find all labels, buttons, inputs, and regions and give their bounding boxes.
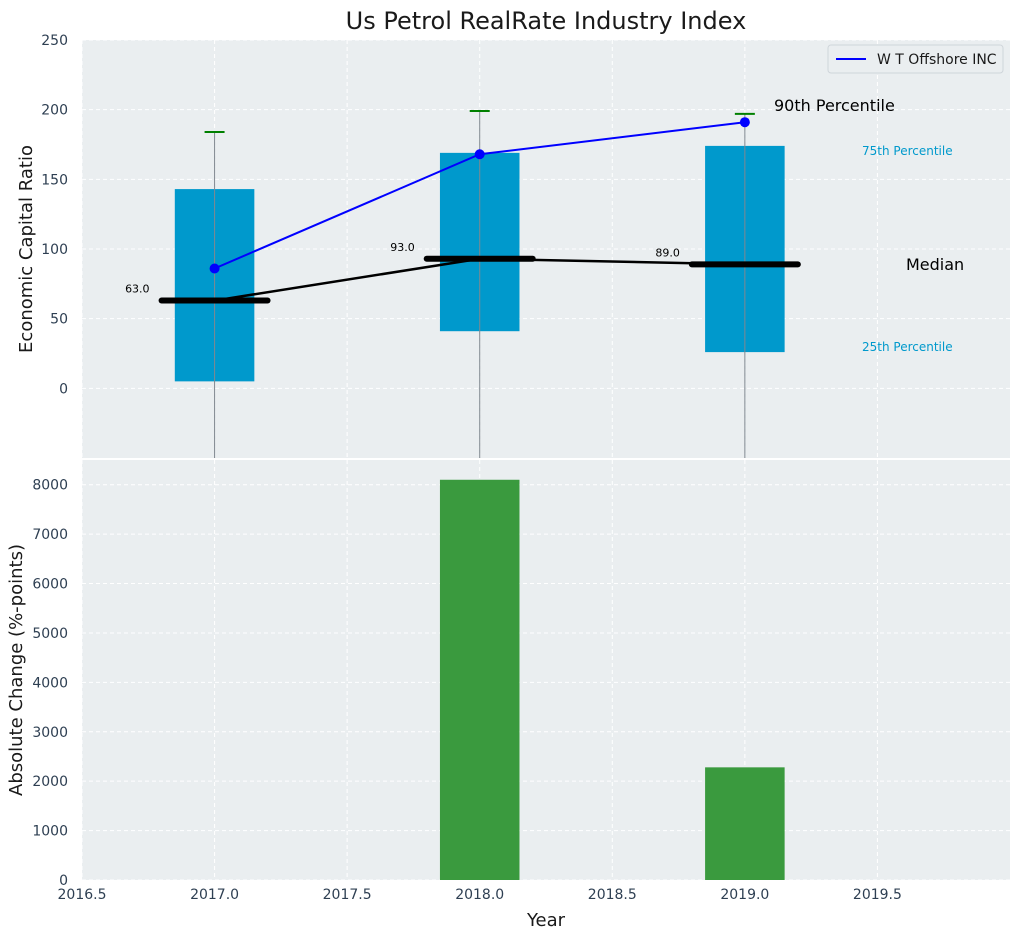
bottom-y-tick-label: 1000 bbox=[32, 824, 68, 840]
absolute-change-bar bbox=[439, 479, 520, 880]
x-tick-label: 2019.5 bbox=[853, 887, 902, 903]
annotation-25th-percentile: 25th Percentile bbox=[862, 340, 953, 354]
bottom-y-tick-label: 6000 bbox=[32, 577, 68, 593]
annotation-90th-percentile: 90th Percentile bbox=[774, 96, 895, 115]
series-point bbox=[209, 263, 220, 274]
bottom-y-tick-label: 3000 bbox=[32, 725, 68, 741]
top-y-tick-label: 100 bbox=[41, 242, 68, 258]
top-y-tick-label: 150 bbox=[41, 172, 68, 188]
annotation-75th-percentile: 75th Percentile bbox=[862, 144, 953, 158]
x-tick-label: 2016.5 bbox=[58, 887, 107, 903]
bottom-y-tick-label: 2000 bbox=[32, 774, 68, 790]
x-tick-label: 2018.5 bbox=[588, 887, 637, 903]
bottom-y-tick-label: 7000 bbox=[32, 527, 68, 543]
top-y-tick-label: 200 bbox=[41, 103, 68, 119]
median-value-label: 63.0 bbox=[125, 283, 150, 296]
median-value-label: 93.0 bbox=[390, 241, 415, 254]
top-y-tick-label: 50 bbox=[50, 312, 68, 328]
top-y-tick-label: 250 bbox=[41, 33, 68, 49]
series-point bbox=[739, 117, 750, 128]
x-tick-label: 2018.0 bbox=[455, 887, 504, 903]
bottom-plot-background bbox=[82, 460, 1010, 880]
x-tick-label: 2019.0 bbox=[720, 887, 769, 903]
bottom-y-tick-label: 4000 bbox=[32, 675, 68, 691]
bottom-y-tick-label: 8000 bbox=[32, 478, 68, 494]
absolute-change-bar bbox=[705, 767, 785, 880]
top-y-tick-label: 0 bbox=[59, 381, 68, 397]
bottom-y-tick-label: 5000 bbox=[32, 626, 68, 642]
legend-label-w-t-offshore-inc: W T Offshore INC bbox=[877, 52, 997, 68]
bottom-y-axis-label: Absolute Change (%-points) bbox=[6, 544, 27, 796]
bottom-x-axis-label: Year bbox=[526, 910, 566, 931]
legend-box bbox=[827, 44, 1004, 74]
x-tick-label: 2017.0 bbox=[190, 887, 239, 903]
annotation-median: Median bbox=[906, 255, 964, 274]
bottom-y-tick-label: 0 bbox=[59, 873, 68, 889]
median-value-label: 89.0 bbox=[655, 246, 680, 259]
median-trend-line bbox=[214, 257, 745, 302]
legend: W T Offshore INC bbox=[827, 44, 1004, 74]
top-y-axis-label: Economic Capital Ratio bbox=[16, 145, 37, 353]
chart-title: Us Petrol RealRate Industry Index bbox=[346, 7, 747, 35]
x-tick-label: 2017.5 bbox=[323, 887, 372, 903]
series-point bbox=[474, 149, 485, 160]
